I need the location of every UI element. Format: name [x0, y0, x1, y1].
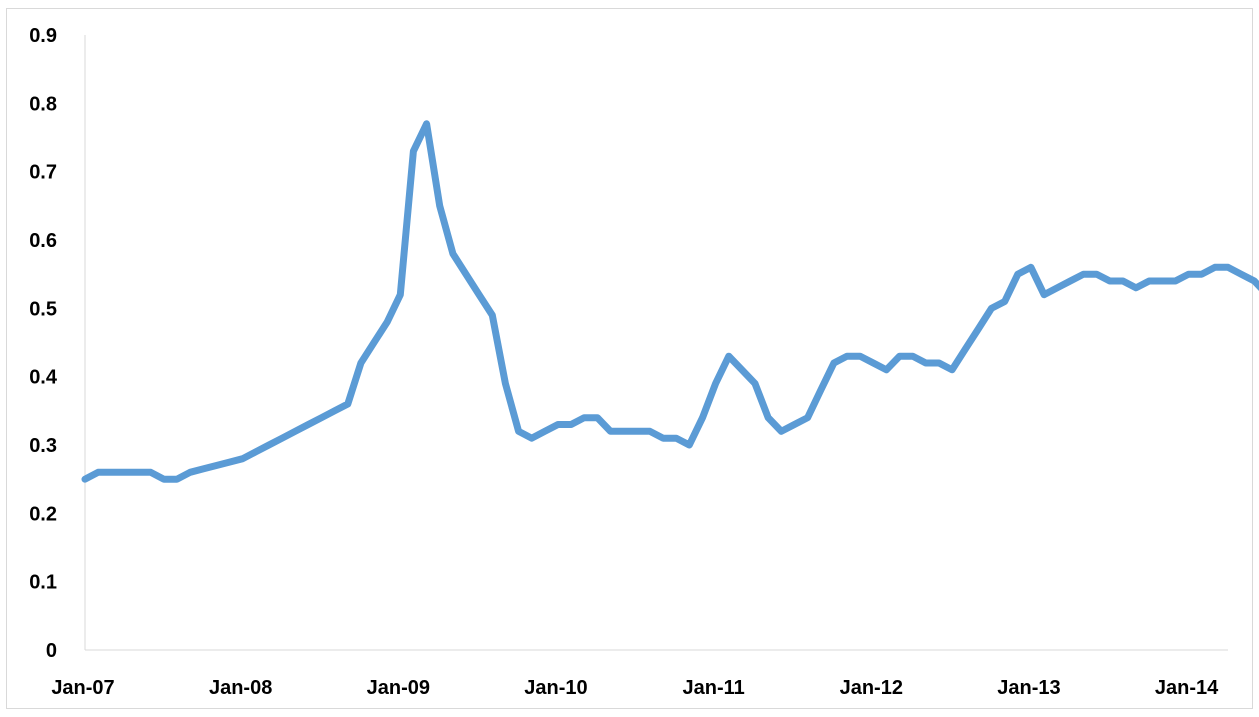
y-tick-label: 0.3 [29, 435, 57, 457]
series-line [81, 120, 1259, 483]
chart-frame [6, 8, 1253, 709]
x-tick-label: Jan-07 [51, 677, 114, 699]
y-axis-ticks: 0 0.1 0.2 0.3 0.4 0.5 0.6 0.7 0.8 0.9 [29, 25, 58, 662]
y-tick-label: 0.1 [29, 572, 57, 594]
x-tick-label: Jan-09 [367, 677, 430, 699]
x-tick-label: Jan-13 [997, 677, 1060, 699]
x-tick-label: Jan-14 [1155, 677, 1219, 699]
x-tick-label: Jan-11 [682, 677, 744, 699]
x-tick-label: Jan-10 [524, 677, 587, 699]
y-tick-label: 0.2 [29, 503, 57, 525]
y-tick-label: 0.7 [29, 162, 57, 184]
x-tick-label: Jan-12 [840, 677, 903, 699]
y-tick-label: 0.6 [29, 230, 57, 252]
y-tick-label: 0.8 [29, 93, 57, 115]
series-group [81, 120, 1259, 483]
x-tick-label: Jan-08 [209, 677, 272, 699]
y-tick-label: 0 [46, 640, 57, 662]
y-tick-label: 0.5 [29, 298, 57, 320]
x-axis-ticks: Jan-07 Jan-08 Jan-09 Jan-10 Jan-11 Jan-12 Jan-… [51, 677, 1219, 699]
axes [84, 35, 1228, 651]
y-tick-label: 0.4 [29, 367, 58, 389]
y-tick-label: 0.9 [29, 25, 57, 47]
